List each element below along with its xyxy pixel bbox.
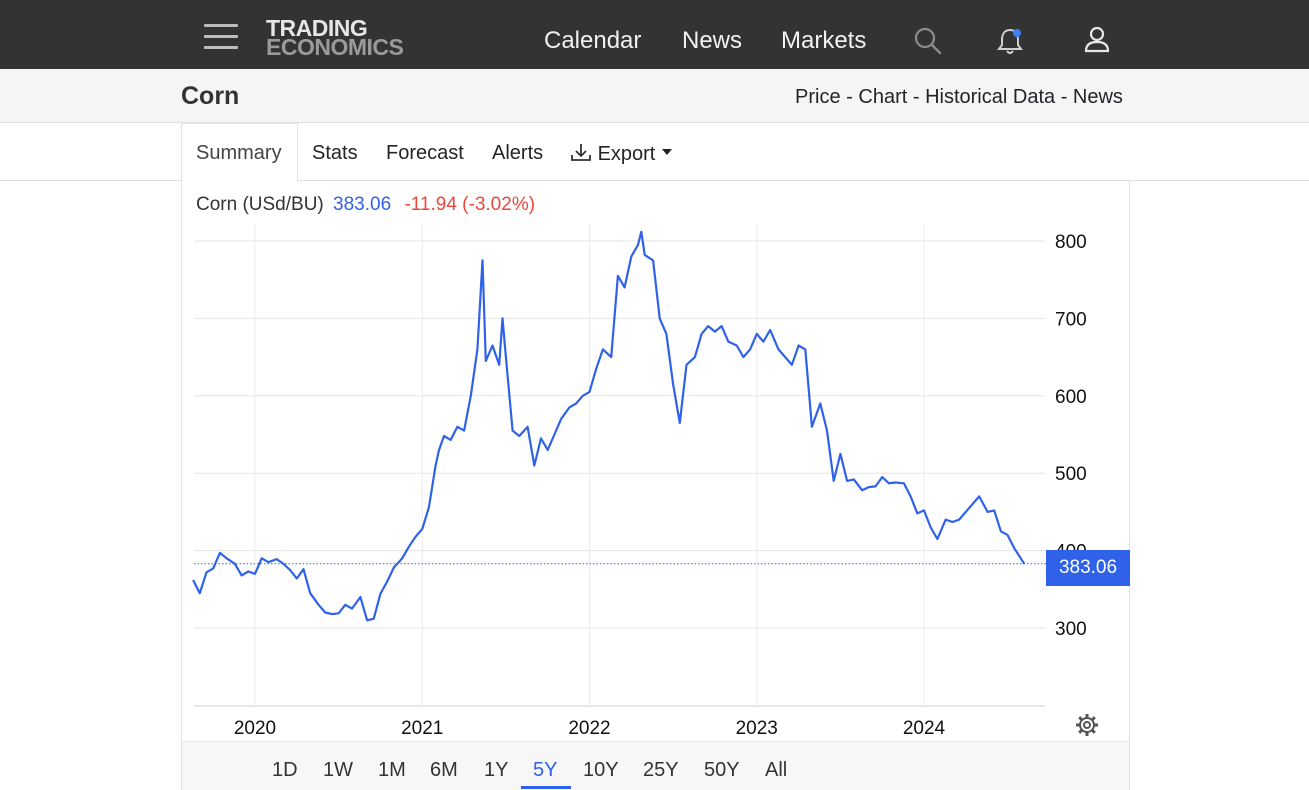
tab-summary[interactable]: Summary: [196, 142, 282, 164]
range-button-6m[interactable]: 6M: [430, 759, 458, 781]
breadcrumb: Price - Chart - Historical Data - News: [795, 86, 1123, 109]
logo-line-2: ECONOMICS: [266, 34, 404, 60]
x-tick-label: 2022: [568, 718, 610, 739]
trading-economics-logo[interactable]: TRADING ECONOMICS: [266, 15, 404, 60]
search-icon[interactable]: [913, 26, 943, 56]
download-icon: [571, 144, 591, 161]
tab-stats[interactable]: Stats: [312, 142, 358, 164]
y-tick-label: 500: [1055, 464, 1087, 485]
range-button-10y[interactable]: 10Y: [583, 759, 619, 781]
link-historical-data[interactable]: Historical Data: [925, 86, 1056, 108]
range-button-25y[interactable]: 25Y: [643, 759, 679, 781]
range-button-1d[interactable]: 1D: [272, 759, 298, 781]
range-button-1y[interactable]: 1Y: [484, 759, 509, 781]
nav-link-news[interactable]: News: [682, 27, 743, 54]
sub-header: [0, 69, 1309, 123]
bell-icon[interactable]: [996, 26, 1026, 56]
active-range-underline: [521, 786, 571, 789]
top-navbar: TRADING ECONOMICS Calendar News Markets: [0, 0, 1309, 69]
last-price-tag: 383.06: [1046, 550, 1130, 586]
link-news[interactable]: News: [1072, 86, 1123, 108]
range-selector: [182, 741, 1129, 790]
last-price: 383.06: [333, 194, 392, 215]
x-tick-label: 2021: [401, 718, 443, 739]
x-tick-label: 2020: [234, 718, 276, 739]
x-tick-label: 2023: [736, 718, 778, 739]
tab-alerts[interactable]: Alerts: [492, 142, 544, 164]
link-chart[interactable]: Chart: [858, 86, 908, 108]
x-tick-label: 2024: [903, 718, 946, 739]
price-line-series: [192, 230, 1026, 622]
user-icon[interactable]: [1083, 25, 1111, 55]
breadcrumb-separator: -: [1060, 86, 1068, 108]
price-change: -11.94 (-3.02%): [404, 194, 536, 215]
breadcrumb-separator: -: [912, 86, 920, 108]
gear-icon[interactable]: [1075, 713, 1099, 737]
caret-down-icon: [661, 149, 672, 155]
y-tick-label: 800: [1055, 232, 1087, 253]
range-button-1w[interactable]: 1W: [323, 759, 353, 781]
y-tick-label: 600: [1055, 387, 1087, 408]
tab-summary-box: [181, 123, 298, 182]
nav-link-markets[interactable]: Markets: [781, 27, 867, 54]
page-title: Corn: [181, 82, 240, 110]
tab-forecast[interactable]: Forecast: [386, 142, 464, 164]
nav-link-calendar[interactable]: Calendar: [544, 27, 642, 54]
range-button-5y[interactable]: 5Y: [533, 759, 558, 781]
link-price[interactable]: Price: [795, 86, 841, 108]
breadcrumb-separator: -: [846, 86, 853, 108]
tab-export[interactable]: Export: [570, 142, 673, 166]
quote-header: Corn (USd/BU) 383.06 -11.94 (-3.02%): [196, 194, 535, 216]
logo-line-1: TRADING: [266, 15, 368, 41]
tabs-bar: [0, 123, 1309, 181]
range-button-1m[interactable]: 1M: [378, 759, 406, 781]
y-tick-label: 300: [1055, 619, 1087, 640]
menu-icon[interactable]: [204, 24, 238, 52]
range-button-all[interactable]: All: [765, 759, 788, 781]
instrument-name: Corn (USd/BU): [196, 194, 324, 215]
chart-panel: [181, 181, 1130, 790]
range-button-50y[interactable]: 50Y: [704, 759, 740, 781]
y-tick-label: 700: [1055, 309, 1087, 330]
export-label: Export: [597, 143, 656, 165]
